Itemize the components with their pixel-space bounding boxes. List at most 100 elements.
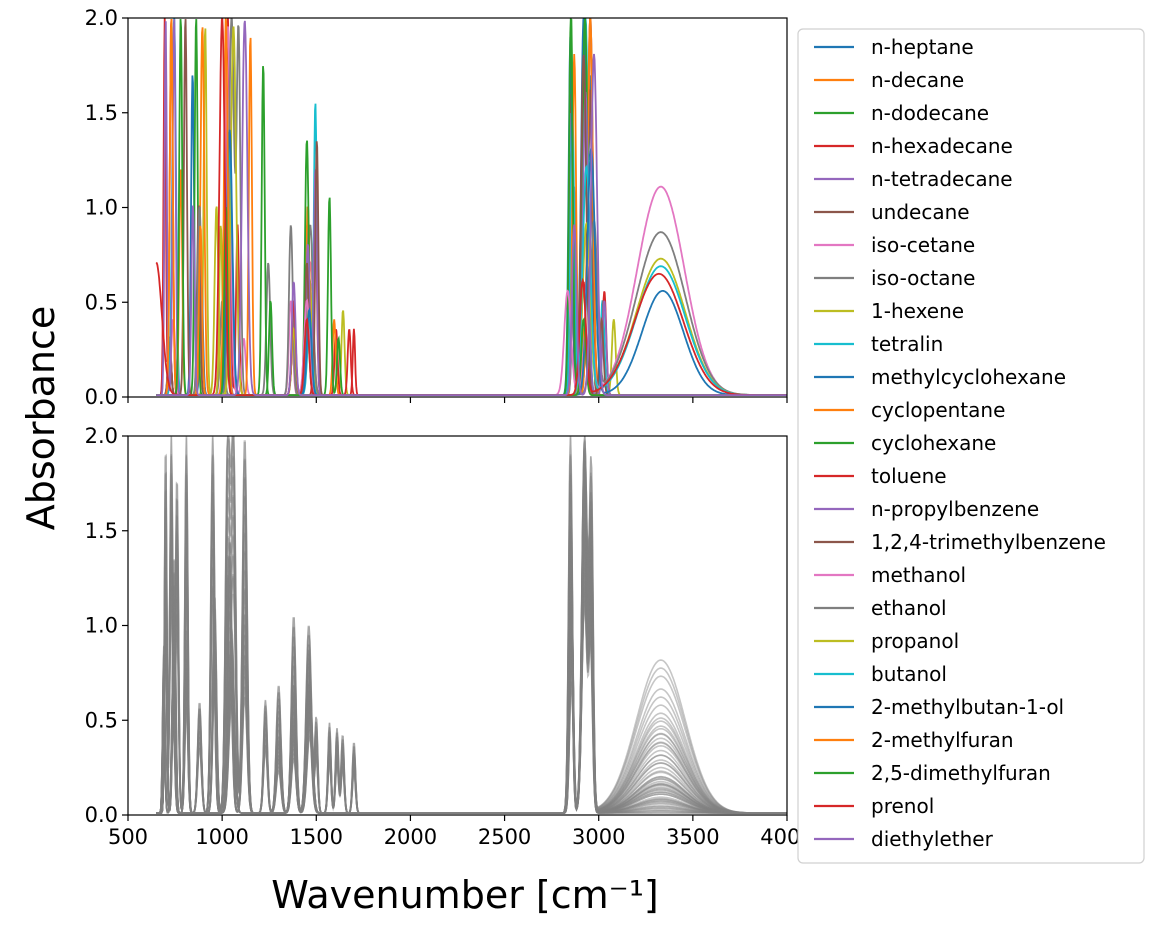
legend-label: 1-hexene — [871, 299, 964, 323]
legend-label: n-propylbenzene — [871, 497, 1039, 521]
y-axis-title: Absorbance — [19, 306, 63, 531]
x-tick-label: 2500 — [478, 825, 531, 849]
mixture-spectrum-line — [156, 522, 787, 814]
top-series-group — [155, 18, 787, 396]
bottom-series-group — [156, 436, 787, 814]
y-tick-label: 0.5 — [85, 290, 118, 314]
mixture-spectrum-line — [156, 518, 787, 814]
legend-label: prenol — [871, 794, 934, 818]
mixture-spectrum-line — [156, 524, 787, 814]
mixture-spectrum-line — [156, 439, 787, 814]
y-tick-label: 1.0 — [85, 614, 118, 638]
mixture-spectrum-line — [156, 467, 787, 814]
x-tick-label: 1500 — [290, 825, 343, 849]
mixture-spectrum-line — [156, 478, 787, 814]
legend-item: n-decane — [814, 68, 964, 92]
mixture-spectrum-line — [156, 574, 787, 814]
mixture-spectrum-line — [156, 459, 787, 814]
legend-label: toluene — [871, 464, 947, 488]
mixture-spectrum-line — [156, 579, 787, 814]
legend-label: iso-cetane — [871, 233, 975, 257]
mixture-spectrum-line — [156, 536, 787, 814]
legend-label: ethanol — [871, 596, 947, 620]
legend-item: n-dodecane — [814, 101, 989, 125]
legend-label: propanol — [871, 629, 959, 653]
legend-label: iso-octane — [871, 266, 975, 290]
mixture-spectrum-line — [156, 457, 787, 814]
mixture-spectrum-line — [156, 505, 787, 814]
legend-item: n-heptane — [814, 35, 974, 59]
x-tick-label: 3500 — [666, 825, 719, 849]
mixture-spectrum-line — [156, 516, 787, 814]
y-tick-label: 0.0 — [85, 385, 118, 409]
mixture-spectrum-line — [156, 577, 787, 814]
mixture-spectrum-line — [156, 437, 787, 814]
top-absorbance-panel: 0.0 0.5 1.0 1.5 2.0 — [85, 6, 788, 409]
mixture-spectrum-line — [156, 598, 787, 814]
mixture-spectrum-line — [156, 562, 787, 814]
mixture-spectrum-line — [156, 536, 787, 814]
mixture-spectrum-line — [156, 499, 787, 814]
legend-frame — [797, 28, 1145, 864]
bottom-x-ticks: 500 1000 1500 2000 2500 3000 3500 4000 — [108, 815, 814, 849]
mixture-spectrum-line — [156, 480, 787, 814]
legend-item: ethanol — [814, 596, 947, 620]
legend-item: iso-cetane — [814, 233, 975, 257]
mixture-spectrum-line — [156, 523, 787, 814]
legend-label: butanol — [871, 662, 947, 686]
mixture-spectrum-line — [156, 554, 787, 814]
legend-item: tetralin — [814, 332, 943, 356]
mixture-spectrum-line — [156, 600, 787, 814]
mixture-spectrum-line — [156, 580, 787, 814]
mixture-spectrum-line — [156, 591, 787, 814]
series-line-diethylether — [156, 20, 787, 396]
mixture-spectrum-line — [156, 485, 787, 814]
mixture-spectrum-line — [156, 496, 787, 814]
legend-label: tetralin — [871, 332, 943, 356]
legend-items: n-heptane n-decane n-dodecane n-hexadecane n… — [814, 35, 1106, 851]
legend-label: undecane — [871, 200, 970, 224]
legend-label: 2-methylfuran — [871, 728, 1014, 752]
mixture-spectrum-line — [156, 441, 787, 814]
legend-label: n-decane — [871, 68, 964, 92]
legend-item: n-propylbenzene — [814, 497, 1039, 521]
bottom-y-ticks: 0.0 0.5 1.0 1.5 2.0 — [85, 424, 128, 827]
legend-item: n-tetradecane — [814, 167, 1013, 191]
legend-item: cyclohexane — [814, 431, 996, 455]
y-tick-label: 2.0 — [85, 6, 118, 30]
legend-item: cyclopentane — [814, 398, 1005, 422]
mixture-spectrum-line — [156, 495, 787, 814]
mixture-spectrum-line — [156, 458, 787, 814]
legend-label: methylcyclohexane — [871, 365, 1066, 389]
mixture-spectrum-line — [156, 497, 787, 814]
mixture-spectrum-line — [156, 593, 787, 814]
y-tick-label: 2.0 — [85, 424, 118, 448]
y-tick-label: 1.5 — [85, 101, 118, 125]
legend-label: diethylether — [871, 827, 994, 851]
y-tick-label: 1.0 — [85, 196, 118, 220]
x-axis-title: Wavenumber [cm⁻¹] — [271, 873, 659, 917]
legend-item: undecane — [814, 200, 970, 224]
mixture-spectrum-line — [156, 477, 787, 814]
x-tick-label: 2000 — [384, 825, 437, 849]
mixture-spectrum-line — [156, 502, 787, 814]
legend-label: n-heptane — [871, 35, 974, 59]
mixture-spectrum-line — [156, 575, 787, 814]
mixture-spectrum-line — [156, 540, 787, 814]
mixture-spectrum-line — [156, 475, 787, 814]
legend: n-heptane n-decane n-dodecane n-hexadecane n… — [797, 28, 1145, 864]
legend-item: iso-octane — [814, 266, 975, 290]
mixture-spectrum-line — [156, 447, 787, 814]
legend-label: methanol — [871, 563, 966, 587]
legend-item: 1,2,4-trimethylbenzene — [814, 530, 1106, 554]
mixture-spectrum-line — [156, 556, 787, 814]
legend-label: 1,2,4-trimethylbenzene — [871, 530, 1106, 554]
top-y-ticks: 0.0 0.5 1.0 1.5 2.0 — [85, 6, 128, 409]
mixture-spectrum-line — [156, 593, 787, 814]
mixture-spectrum-line — [156, 555, 787, 814]
mixture-spectrum-line — [156, 436, 787, 814]
x-tick-label: 1000 — [195, 825, 248, 849]
mixture-spectrum-line — [156, 436, 787, 814]
x-tick-label: 3000 — [572, 825, 625, 849]
